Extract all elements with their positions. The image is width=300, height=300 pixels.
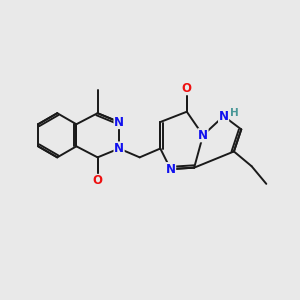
Text: N: N: [166, 163, 176, 176]
Text: N: N: [219, 110, 229, 123]
Text: O: O: [182, 82, 192, 95]
Text: H: H: [230, 108, 239, 118]
Text: N: N: [114, 116, 124, 128]
Text: N: N: [114, 142, 124, 155]
Text: N: N: [198, 129, 208, 142]
Text: O: O: [93, 174, 103, 188]
